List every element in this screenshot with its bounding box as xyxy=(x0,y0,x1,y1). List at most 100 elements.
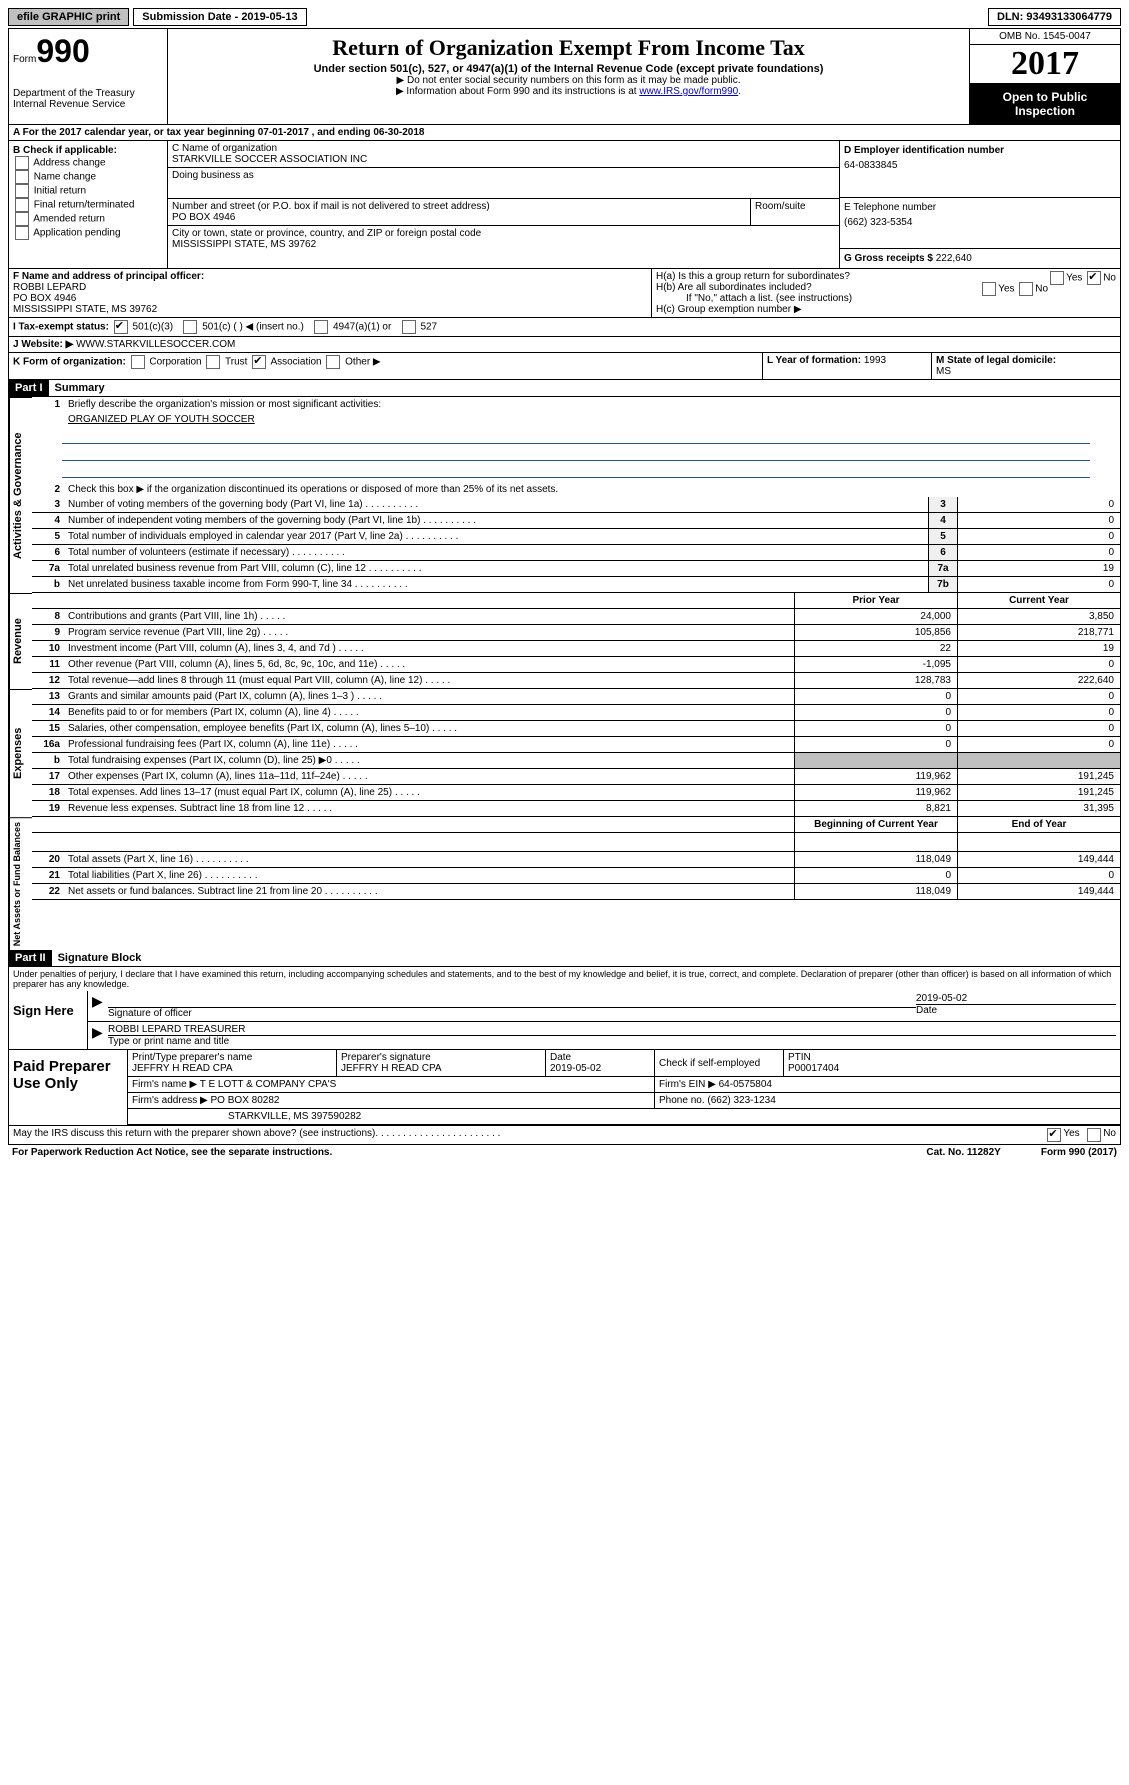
table-row: 14Benefits paid to or for members (Part … xyxy=(32,705,1120,721)
year-formation: L Year of formation: 1993 xyxy=(763,353,932,379)
efile-button[interactable]: efile GRAPHIC print xyxy=(8,8,129,26)
open-inspection: Open to Public Inspection xyxy=(970,84,1120,124)
table-row: 21Total liabilities (Part X, line 26) . … xyxy=(32,868,1120,884)
website-row: J Website: ▶ WWW.STARKVILLESOCCER.COM xyxy=(8,337,1121,353)
chk-ha-no[interactable] xyxy=(1087,271,1101,285)
table-row: 9Program service revenue (Part VIII, lin… xyxy=(32,625,1120,641)
state-domicile: M State of legal domicile: MS xyxy=(932,353,1120,379)
table-row: 15Salaries, other compensation, employee… xyxy=(32,721,1120,737)
chk-discuss-yes[interactable] xyxy=(1047,1128,1061,1142)
dept-treasury: Department of the Treasury xyxy=(13,88,163,99)
chk-501c3[interactable] xyxy=(114,320,128,334)
phone-cell: E Telephone number (662) 323-5354 xyxy=(840,198,1120,249)
preparer-block: Paid Preparer Use Only Print/Type prepar… xyxy=(8,1050,1121,1126)
col-b-label: B Check if applicable: xyxy=(13,145,163,156)
cat-no: Cat. No. 11282Y xyxy=(926,1147,1000,1158)
chk-corp[interactable] xyxy=(131,355,145,369)
org-name-cell: C Name of organization STARKVILLE SOCCER… xyxy=(168,141,839,168)
discuss-row: May the IRS discuss this return with the… xyxy=(8,1126,1121,1145)
table-row: 17Other expenses (Part IX, column (A), l… xyxy=(32,769,1120,785)
address-row: Number and street (or P.O. box if mail i… xyxy=(168,199,839,226)
chk-address-change[interactable]: Address change xyxy=(13,156,163,170)
form-org-type: K Form of organization: Corporation Trus… xyxy=(9,353,763,379)
form-header: Form990 Department of the Treasury Inter… xyxy=(8,28,1121,125)
gross-cell: G Gross receipts $ 222,640 xyxy=(840,249,1120,268)
table-row: 7aTotal unrelated business revenue from … xyxy=(32,561,1120,577)
dba-cell: Doing business as xyxy=(168,168,839,199)
chk-ha-yes[interactable] xyxy=(1050,271,1064,285)
table-row: 8Contributions and grants (Part VIII, li… xyxy=(32,609,1120,625)
table-row: 6Total number of volunteers (estimate if… xyxy=(32,545,1120,561)
table-row: 16aProfessional fundraising fees (Part I… xyxy=(32,737,1120,753)
table-row: 5Total number of individuals employed in… xyxy=(32,529,1120,545)
col-b-checkboxes: B Check if applicable: Address change Na… xyxy=(9,141,168,268)
vlabel-governance: Activities & Governance xyxy=(9,397,32,593)
chk-name-change[interactable]: Name change xyxy=(13,170,163,184)
city-cell: City or town, state or province, country… xyxy=(168,226,839,252)
sign-here-label: Sign Here xyxy=(9,991,88,1049)
mission-line xyxy=(62,463,1090,478)
header-left: Form990 Department of the Treasury Inter… xyxy=(9,29,168,124)
col-d-right: D Employer identification number 64-0833… xyxy=(840,141,1120,268)
form-label: Form xyxy=(13,54,36,65)
vlabel-expenses: Expenses xyxy=(9,689,32,817)
table-row: 3Number of voting members of the governi… xyxy=(32,497,1120,513)
chk-527[interactable] xyxy=(402,320,416,334)
section-revenue: Revenue Prior YearCurrent Year 8Contribu… xyxy=(8,593,1121,689)
form-number: 990 xyxy=(36,33,89,69)
section-netassets: Net Assets or Fund Balances Beginning of… xyxy=(8,817,1121,950)
table-row: bTotal fundraising expenses (Part IX, co… xyxy=(32,753,1120,769)
chk-4947[interactable] xyxy=(314,320,328,334)
mission-line xyxy=(62,446,1090,461)
table-row: 13Grants and similar amounts paid (Part … xyxy=(32,689,1120,705)
irs-label: Internal Revenue Service xyxy=(13,99,163,110)
chk-final-return[interactable]: Final return/terminated xyxy=(13,198,163,212)
signature-block: Sign Here ▶Signature of officer2019-05-0… xyxy=(8,991,1121,1050)
part2-header: Part II Signature Block xyxy=(8,950,1121,967)
col-c-org-info: C Name of organization STARKVILLE SOCCER… xyxy=(168,141,840,268)
chk-other[interactable] xyxy=(326,355,340,369)
note-info: ▶ Information about Form 990 and its ins… xyxy=(172,86,965,97)
preparer-label: Paid Preparer Use Only xyxy=(9,1050,128,1125)
top-bar: efile GRAPHIC print Submission Date - 20… xyxy=(8,8,1121,26)
table-row: 11Other revenue (Part VIII, column (A), … xyxy=(32,657,1120,673)
dln: DLN: 93493133064779 xyxy=(988,8,1121,26)
vlabel-revenue: Revenue xyxy=(9,593,32,689)
table-row: 4Number of independent voting members of… xyxy=(32,513,1120,529)
f-h-row: F Name and address of principal officer:… xyxy=(8,269,1121,318)
ein-cell: D Employer identification number 64-0833… xyxy=(840,141,1120,198)
chk-hb-yes[interactable] xyxy=(982,282,996,296)
entity-block: B Check if applicable: Address change Na… xyxy=(8,141,1121,269)
vlabel-netassets: Net Assets or Fund Balances xyxy=(9,817,32,950)
section-expenses: Expenses 13Grants and similar amounts pa… xyxy=(8,689,1121,817)
note-ssn: ▶ Do not enter social security numbers o… xyxy=(172,75,965,86)
table-row: 22Net assets or fund balances. Subtract … xyxy=(32,884,1120,900)
chk-amended[interactable]: Amended return xyxy=(13,212,163,226)
chk-trust[interactable] xyxy=(206,355,220,369)
mission-line xyxy=(62,429,1090,444)
chk-501c[interactable] xyxy=(183,320,197,334)
chk-discuss-no[interactable] xyxy=(1087,1128,1101,1142)
header-right: OMB No. 1545-0047 2017 Open to Public In… xyxy=(969,29,1120,124)
k-l-m-row: K Form of organization: Corporation Trus… xyxy=(8,353,1121,380)
table-row: bNet unrelated business taxable income f… xyxy=(32,577,1120,593)
form-subtitle: Under section 501(c), 527, or 4947(a)(1)… xyxy=(172,63,965,75)
form-title: Return of Organization Exempt From Incom… xyxy=(172,35,965,61)
header-mid: Return of Organization Exempt From Incom… xyxy=(168,29,969,124)
irs-link[interactable]: www.IRS.gov/form990 xyxy=(639,86,738,97)
tax-exempt-row: I Tax-exempt status: 501(c)(3) 501(c) ( … xyxy=(8,318,1121,337)
chk-hb-no[interactable] xyxy=(1019,282,1033,296)
table-row: 18Total expenses. Add lines 13–17 (must … xyxy=(32,785,1120,801)
table-row: 20Total assets (Part X, line 16) . . . .… xyxy=(32,852,1120,868)
table-row: 10Investment income (Part VIII, column (… xyxy=(32,641,1120,657)
section-governance: Activities & Governance 1Briefly describ… xyxy=(8,397,1121,593)
chk-application-pending[interactable]: Application pending xyxy=(13,226,163,240)
chk-assoc[interactable] xyxy=(252,355,266,369)
part1-header: Part I Summary xyxy=(8,380,1121,397)
row-a-tax-year: A For the 2017 calendar year, or tax yea… xyxy=(8,125,1121,141)
submission-date: Submission Date - 2019-05-13 xyxy=(133,8,306,26)
chk-initial-return[interactable]: Initial return xyxy=(13,184,163,198)
perjury-text: Under penalties of perjury, I declare th… xyxy=(8,967,1121,991)
form-footer: Form 990 (2017) xyxy=(1041,1147,1117,1158)
table-row: 12Total revenue—add lines 8 through 11 (… xyxy=(32,673,1120,689)
